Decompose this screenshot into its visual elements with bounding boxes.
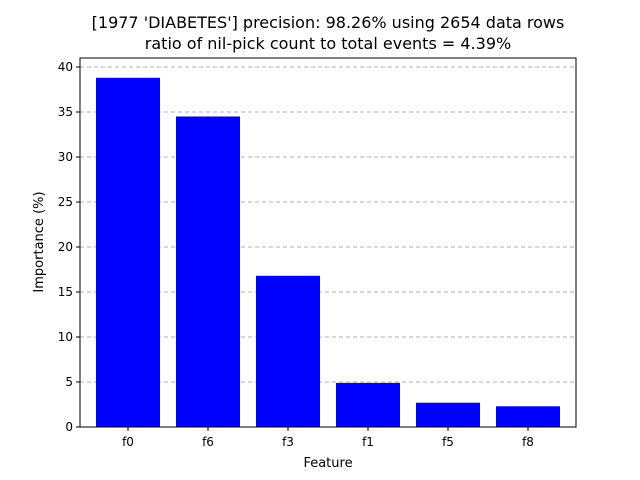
y-ticks: 0 5 10 15 20 25 30 35 40	[58, 60, 80, 434]
bars	[96, 77, 560, 428]
bar-f6	[176, 116, 240, 427]
y-tick-label: 10	[58, 330, 73, 344]
y-tick-label: 40	[58, 60, 73, 74]
bar-f3	[256, 275, 320, 427]
bar-f0	[96, 77, 160, 428]
chart-subtitle: ratio of nil-pick count to total events …	[145, 34, 511, 53]
chart-title: [1977 'DIABETES'] precision: 98.26% usin…	[92, 13, 565, 32]
y-tick-label: 20	[58, 240, 73, 254]
y-tick-label: 30	[58, 150, 73, 164]
y-tick-label: 5	[65, 375, 73, 389]
x-tick-label: f1	[362, 435, 374, 449]
x-ticks: f0 f6 f3 f1 f5 f8	[122, 427, 534, 449]
grid-lines	[80, 66, 576, 383]
x-tick-label: f0	[122, 435, 134, 449]
x-axis-label: Feature	[303, 456, 352, 471]
y-axis-label: Importance (%)	[32, 191, 47, 292]
x-tick-label: f8	[522, 435, 534, 449]
axes	[79, 57, 577, 428]
bar-f8	[496, 406, 560, 427]
bar-f5	[416, 402, 480, 427]
y-tick-label: 25	[58, 195, 73, 209]
y-tick-label: 0	[65, 420, 73, 434]
x-tick-label: f5	[442, 435, 454, 449]
y-tick-label: 35	[58, 105, 73, 119]
plot-frame	[79, 57, 577, 428]
bar-f1	[336, 382, 400, 427]
x-tick-label: f3	[282, 435, 294, 449]
y-tick-label: 15	[58, 285, 73, 299]
x-tick-label: f6	[202, 435, 214, 449]
